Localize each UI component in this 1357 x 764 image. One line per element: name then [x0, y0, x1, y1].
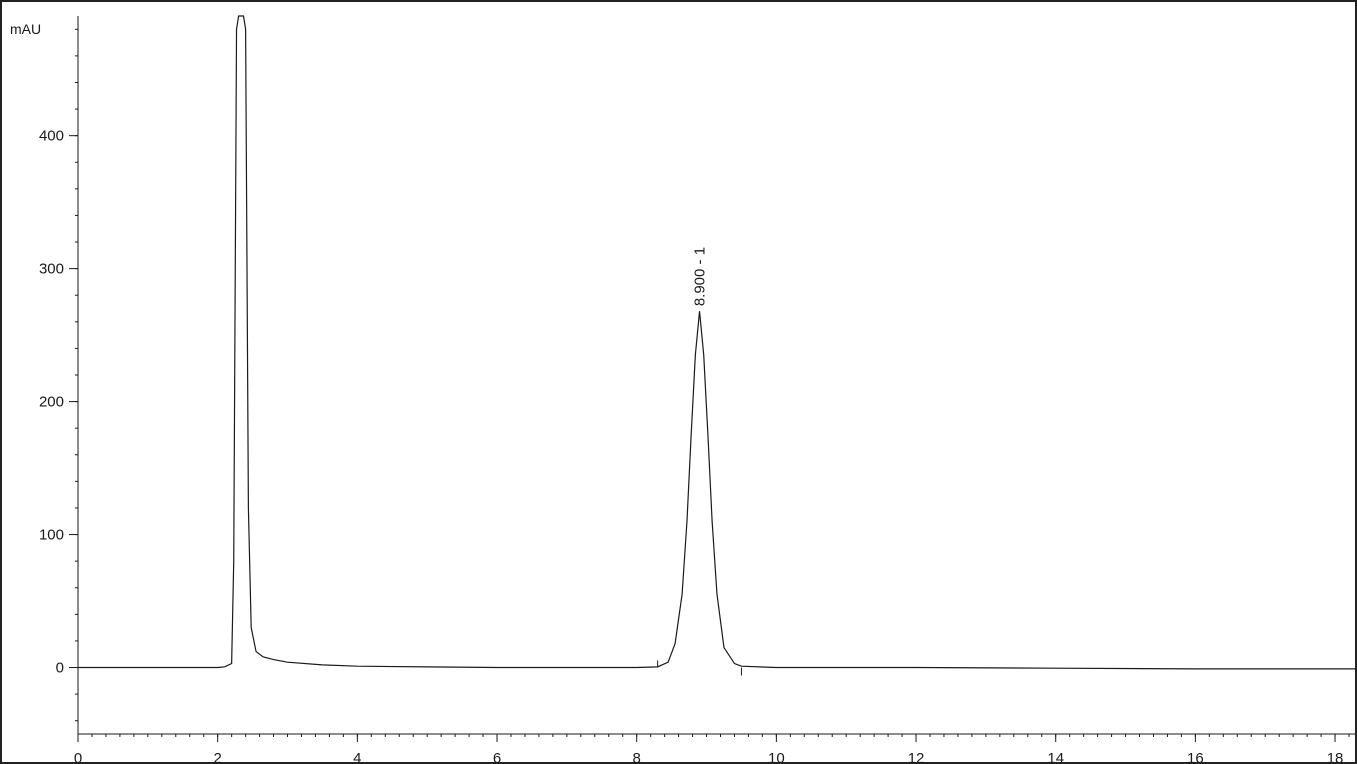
x-tick-label: 16 [1187, 750, 1204, 764]
x-tick-label: 10 [768, 750, 785, 764]
x-tick-label: 12 [908, 750, 925, 764]
y-axis-unit-label: mAU [10, 21, 41, 37]
x-tick-label: 8 [633, 750, 641, 764]
y-tick-label: 0 [56, 660, 64, 677]
signal-trace-0 [78, 15, 1356, 670]
x-tick-label: 4 [353, 750, 361, 764]
y-tick-label: 300 [39, 261, 64, 278]
x-tick-label: 2 [214, 750, 222, 764]
x-tick-label: 18 [1327, 750, 1344, 764]
y-tick-label: 100 [39, 527, 64, 544]
y-tick-label: 200 [39, 394, 64, 411]
x-tick-label: 6 [493, 750, 501, 764]
x-tick-label: 14 [1047, 750, 1064, 764]
x-tick-label: 0 [74, 750, 82, 764]
peak-label: 8.900 - 1 [691, 247, 708, 306]
plot-area: 0 100 200 300 400 0 2 4 6 8 10 12 14 16 18 8.900 - 1 [39, 15, 1356, 764]
y-tick-label: 400 [39, 128, 64, 145]
